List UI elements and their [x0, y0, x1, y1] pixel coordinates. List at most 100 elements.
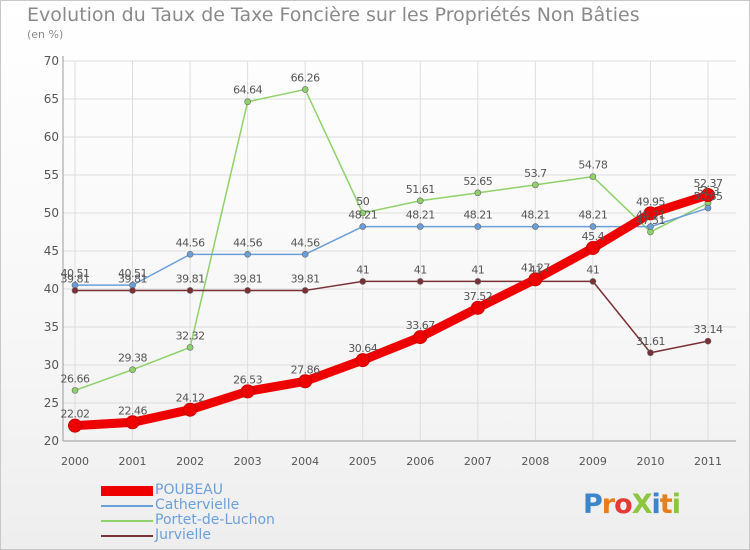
data-label: 44.56 — [176, 236, 205, 249]
data-label: 48.21 — [348, 209, 377, 222]
y-tick-label: 20 — [44, 434, 59, 448]
data-label: 48.21 — [578, 209, 607, 222]
y-tick-label: 65 — [44, 92, 59, 106]
legend-label: Portet-de-Luchon — [155, 512, 275, 528]
data-point — [71, 287, 79, 294]
data-point — [532, 223, 539, 230]
x-tick-label: 2004 — [291, 455, 319, 468]
data-point — [298, 374, 313, 389]
x-tick-label: 2000 — [61, 455, 89, 468]
data-point — [532, 181, 539, 189]
data-point — [589, 278, 597, 285]
data-label: 22.02 — [61, 408, 90, 421]
legend: POUBEAU Cathervielle Portet-de-Luchon Jurvi… — [101, 482, 361, 544]
data-point — [589, 173, 597, 180]
data-point — [416, 278, 424, 285]
data-point — [125, 415, 140, 430]
data-label: 27.86 — [291, 363, 320, 376]
data-point — [68, 418, 82, 433]
legend-swatch — [101, 535, 153, 537]
y-tick-label: 30 — [44, 358, 59, 372]
data-label: 41 — [471, 263, 484, 276]
data-label: 39.81 — [233, 272, 262, 285]
data-label: 51.61 — [406, 183, 435, 196]
chart-title: Evolution du Taux de Taxe Foncière sur l… — [27, 4, 640, 26]
data-label: 39.81 — [61, 272, 90, 285]
data-label: 33.67 — [406, 319, 435, 332]
data-point — [416, 223, 424, 230]
data-label: 48.21 — [521, 209, 550, 222]
data-point — [359, 223, 367, 230]
data-point — [474, 223, 482, 230]
data-point — [359, 278, 367, 285]
legend-item: Cathervielle — [101, 497, 361, 514]
data-label: 44.56 — [291, 236, 320, 249]
data-label: 26.66 — [61, 372, 90, 385]
legend-swatch — [101, 486, 153, 496]
data-label: 32.32 — [176, 329, 205, 342]
data-point — [643, 206, 658, 221]
data-label: 50 — [356, 195, 369, 208]
data-point — [301, 287, 309, 294]
x-tick-label: 2001 — [119, 455, 147, 468]
chart-subtitle: (en %) — [27, 28, 64, 41]
y-tick-label: 40 — [44, 282, 59, 296]
data-label: 33.14 — [694, 323, 723, 336]
data-point — [244, 287, 251, 294]
data-label: 40.51 — [118, 267, 147, 280]
x-tick-label: 2010 — [636, 455, 664, 468]
data-point — [301, 251, 309, 258]
data-point — [474, 278, 482, 285]
data-point — [186, 251, 194, 258]
data-label: 52.37 — [694, 177, 723, 190]
data-label: 53.7 — [524, 167, 547, 180]
data-label: 49.95 — [636, 195, 665, 208]
x-tick-label: 2002 — [176, 455, 204, 468]
data-label: 29.38 — [118, 352, 147, 365]
x-tick-label: 2006 — [406, 455, 434, 468]
data-point — [301, 86, 309, 93]
data-point — [186, 344, 194, 351]
x-tick-label: 2003 — [234, 455, 262, 468]
data-point — [183, 402, 198, 417]
legend-label: POUBEAU — [155, 482, 223, 498]
data-point — [413, 330, 428, 345]
series-line-poubeau — [70, 190, 713, 431]
data-label: 39.81 — [291, 272, 320, 285]
data-label: 47.51 — [636, 214, 665, 227]
data-label: 39.81 — [118, 272, 147, 285]
data-label: 48.21 — [636, 209, 665, 222]
data-point — [129, 287, 136, 294]
data-label: 48.21 — [463, 209, 492, 222]
y-tick-label: 45 — [44, 244, 59, 258]
y-tick-label: 35 — [44, 320, 59, 334]
data-label: 50.65 — [694, 190, 723, 203]
data-point — [129, 366, 136, 374]
data-label: 26.53 — [233, 373, 262, 386]
data-point — [647, 223, 654, 230]
y-tick-label: 55 — [44, 168, 59, 182]
data-point — [585, 240, 600, 255]
legend-swatch — [101, 520, 153, 522]
proxiti-logo: ProXiti — [583, 489, 681, 520]
data-label: 39.81 — [176, 272, 205, 285]
data-point — [71, 387, 79, 394]
data-label: 48.21 — [406, 209, 435, 222]
data-label: 41 — [586, 263, 599, 276]
data-point — [416, 197, 424, 205]
x-tick-label: 2009 — [579, 455, 607, 468]
data-label: 41.27 — [521, 261, 550, 274]
data-label: 24.12 — [176, 392, 205, 405]
x-tick-label: 2011 — [694, 455, 722, 468]
y-tick-label: 25 — [44, 396, 59, 410]
data-label: 45.4 — [582, 230, 605, 243]
data-point — [244, 251, 251, 258]
data-label: 41 — [356, 263, 369, 276]
legend-item: POUBEAU — [101, 482, 361, 499]
data-label: 37.52 — [463, 290, 492, 303]
data-point — [240, 384, 255, 399]
data-point — [704, 337, 712, 345]
data-point — [701, 187, 715, 202]
